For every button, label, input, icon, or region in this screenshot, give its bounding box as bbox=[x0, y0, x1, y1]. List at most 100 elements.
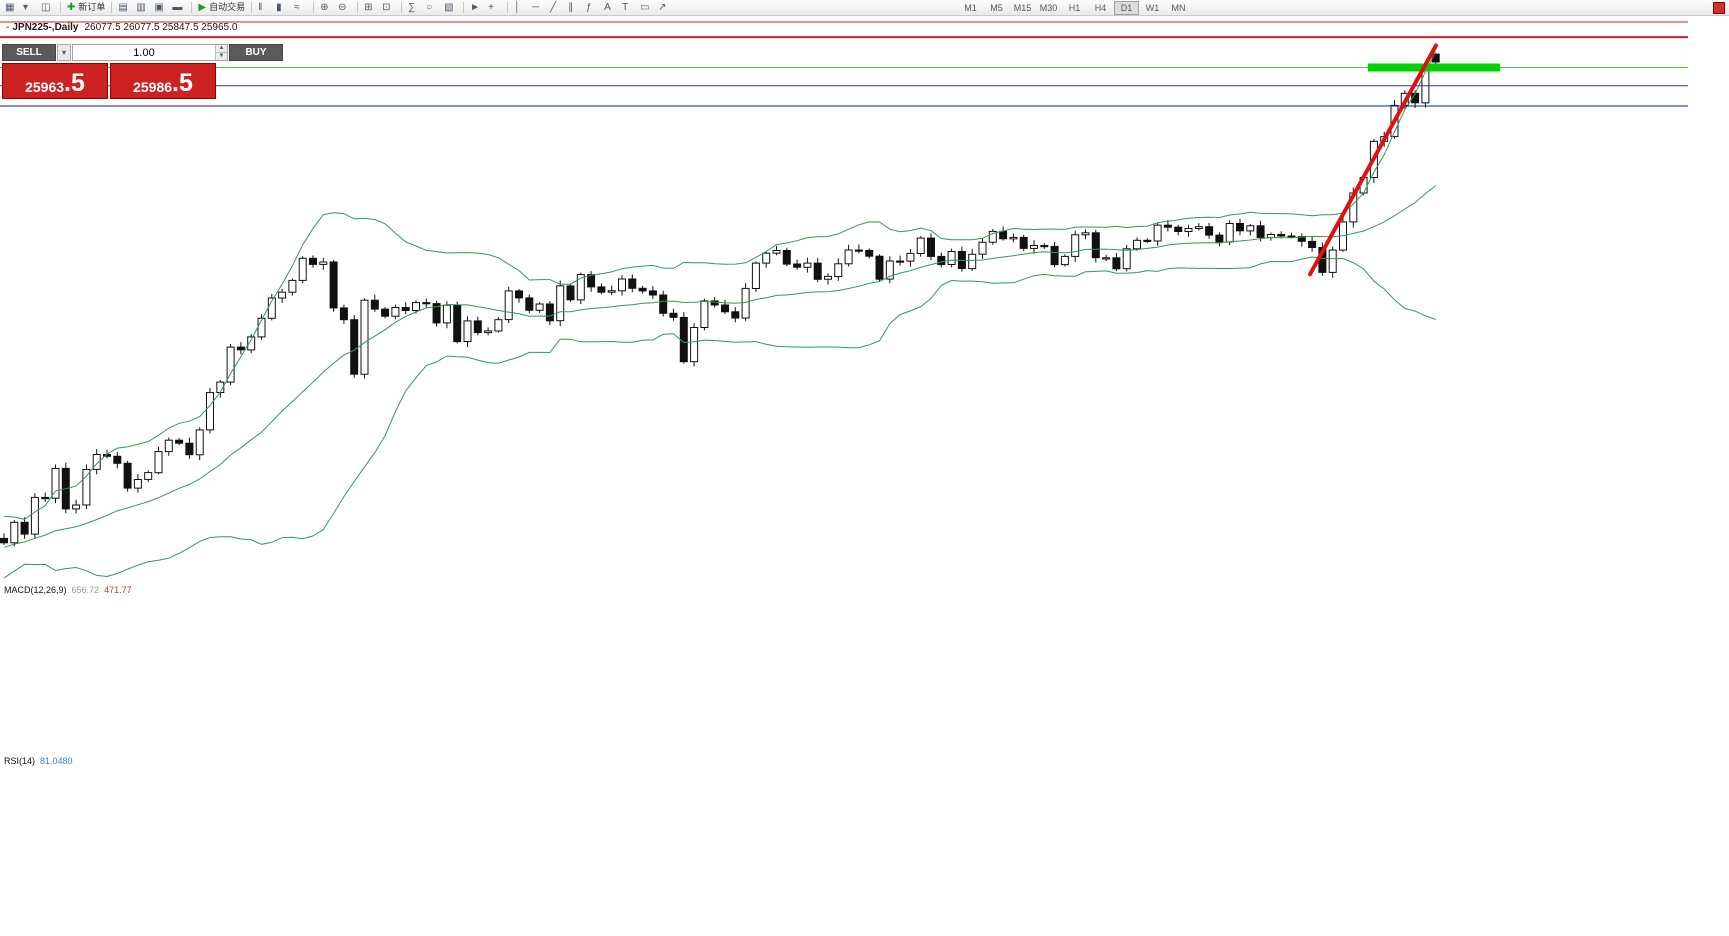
volume-up-icon[interactable]: ▲ bbox=[216, 45, 227, 53]
text-icon: A bbox=[604, 2, 611, 13]
timeframe-button-m1[interactable]: M1 bbox=[958, 1, 983, 15]
bar-chart-type-icon: ‖ bbox=[258, 2, 263, 13]
arrow-objects-icon[interactable]: ↗ bbox=[656, 1, 673, 15]
volume-input[interactable] bbox=[73, 45, 215, 60]
channel-icon: ∥ bbox=[568, 2, 574, 13]
zoom-out-icon: ⊖ bbox=[338, 2, 347, 13]
zoom-in-icon[interactable]: ⊕ bbox=[318, 1, 335, 15]
timeframe-button-mn[interactable]: MN bbox=[1166, 1, 1191, 15]
shapes-icon[interactable]: ▭ bbox=[638, 1, 655, 15]
ask-price-main: 25986 bbox=[133, 79, 173, 95]
rsi-indicator-label: RSI(14) 81.0480 bbox=[4, 756, 73, 766]
toolbar-separator bbox=[401, 2, 403, 13]
label-icon: T bbox=[622, 2, 629, 13]
tile-windows-icon[interactable]: ⊞ bbox=[362, 1, 379, 15]
trend-line[interactable] bbox=[1308, 43, 1438, 277]
macd-name: MACD(12,26,9) bbox=[4, 585, 67, 595]
timeframe-button-h4[interactable]: H4 bbox=[1088, 1, 1113, 15]
fibonacci-icon: ƒ bbox=[586, 2, 592, 13]
fibonacci-icon[interactable]: ƒ bbox=[584, 1, 601, 15]
terminal-icon: ▬ bbox=[172, 2, 183, 13]
navigator-icon: ▣ bbox=[154, 2, 164, 13]
autotrading-button[interactable]: ▶ 自动交易 bbox=[196, 1, 247, 15]
data-window-icon[interactable]: ▥ bbox=[134, 1, 151, 15]
channel-icon[interactable]: ∥ bbox=[566, 1, 583, 15]
ask-price-button[interactable]: 25986.5 bbox=[110, 63, 216, 99]
volume-down-icon[interactable]: ▼ bbox=[216, 53, 227, 60]
volume-dropdown-icon[interactable]: ▾ bbox=[57, 44, 71, 61]
symbol-name: JPN225-,Daily bbox=[12, 22, 79, 33]
new-order-button-label: 新订单 bbox=[78, 2, 106, 12]
toolbar-separator bbox=[357, 2, 359, 13]
zoom-out-icon[interactable]: ⊖ bbox=[336, 1, 353, 15]
trendline-icon: ╱ bbox=[550, 2, 557, 13]
cursor-icon: ► bbox=[470, 2, 481, 13]
buy-button[interactable]: BUY bbox=[229, 44, 283, 61]
bid-price-main: 25963 bbox=[25, 79, 65, 95]
profiles-icon[interactable]: ◫ bbox=[39, 1, 56, 15]
vertical-line-icon: │ bbox=[514, 2, 521, 13]
bid-price-button[interactable]: 25963.5 bbox=[2, 63, 108, 99]
cascade-windows-icon: ⊡ bbox=[382, 2, 391, 13]
templates-icon: ▧ bbox=[444, 2, 454, 13]
toolbar-separator bbox=[60, 2, 61, 13]
candlestick-chart-type-icon[interactable]: ▮ bbox=[274, 1, 291, 15]
timeframe-button-m15[interactable]: M15 bbox=[1010, 1, 1035, 15]
line-chart-type-icon[interactable]: ≈ bbox=[292, 1, 309, 15]
trendline-icon[interactable]: ╱ bbox=[548, 1, 565, 15]
templates-icon[interactable]: ▧ bbox=[442, 1, 459, 15]
toolbar-separator bbox=[191, 2, 193, 13]
profiles-icon: ◫ bbox=[41, 2, 51, 13]
line-chart-type-icon: ≈ bbox=[294, 2, 300, 13]
timeframe-toolbar: M1 M5 M15 M30 H1 H4 D1 W1 MN bbox=[958, 1, 1191, 15]
timeframe-button-m30[interactable]: M30 bbox=[1036, 1, 1061, 15]
main-toolbar: ▦ ▾ ◫ ✚ 新订单 ▤ ▥ ▣ ▬ ▶ 自动交易 ‖ ▮ ≈ ⊕ ⊖ ⊞ ⊡ ∑ ○ ▧ ► + │ ─ ╱ ∥ ƒ A T ▭ ↗ M1… bbox=[0, 0, 1729, 16]
ask-price-big-digit: .5 bbox=[172, 69, 193, 97]
text-icon[interactable]: A bbox=[602, 1, 619, 15]
chart-window bbox=[0, 16, 1729, 936]
horizontal-line-icon[interactable]: ─ bbox=[530, 1, 547, 15]
timeframe-button-w1[interactable]: W1 bbox=[1140, 1, 1165, 15]
arrow-objects-icon: ↗ bbox=[658, 2, 667, 13]
periods-icon[interactable]: ○ bbox=[424, 1, 441, 15]
bar-chart-type-icon[interactable]: ‖ bbox=[256, 1, 273, 15]
autotrading-button-label: 自动交易 bbox=[209, 2, 246, 12]
market-watch-icon[interactable]: ▤ bbox=[116, 1, 133, 15]
vertical-line-icon[interactable]: │ bbox=[512, 1, 529, 15]
navigator-icon[interactable]: ▣ bbox=[152, 1, 169, 15]
indicators-list-icon[interactable]: ∑ bbox=[406, 1, 423, 15]
toolbar-separator bbox=[507, 2, 509, 13]
cursor-icon[interactable]: ► bbox=[468, 1, 485, 15]
label-icon[interactable]: T bbox=[620, 1, 637, 15]
bid-price-big-digit: .5 bbox=[64, 69, 85, 97]
new-order-button: ✚ bbox=[67, 2, 76, 13]
volume-spinner: ▲ ▼ bbox=[215, 45, 227, 60]
charts-window-icon[interactable]: ▦ bbox=[3, 1, 20, 15]
cascade-windows-icon[interactable]: ⊡ bbox=[380, 1, 397, 15]
candlestick-chart-type-icon: ▮ bbox=[276, 2, 282, 13]
zoom-in-icon: ⊕ bbox=[320, 2, 329, 13]
data-window-icon: ▥ bbox=[136, 2, 146, 13]
ohlc-values: 26077.5 26077.5 25847.5 25965.0 bbox=[84, 22, 238, 33]
crosshair-icon[interactable]: + bbox=[486, 1, 503, 15]
macd-value-signal: 471.77 bbox=[104, 585, 132, 595]
turning-point-bar[interactable] bbox=[1368, 63, 1500, 72]
title-prefix: - bbox=[6, 22, 10, 33]
red-square-icon[interactable] bbox=[1713, 2, 1725, 14]
horizontal-line-icon: ─ bbox=[532, 2, 540, 13]
timeframe-button-d1[interactable]: D1 bbox=[1114, 1, 1139, 15]
new-order-button[interactable]: ✚ 新订单 bbox=[65, 1, 107, 15]
toolbar-separator bbox=[111, 2, 113, 13]
timeframe-button-m5[interactable]: M5 bbox=[984, 1, 1009, 15]
terminal-icon[interactable]: ▬ bbox=[170, 1, 187, 15]
candlestick-series bbox=[0, 53, 1440, 547]
timeframe-button-h1[interactable]: H1 bbox=[1062, 1, 1087, 15]
chart-dropdown-icon[interactable]: ▾ bbox=[21, 1, 38, 15]
sell-button[interactable]: SELL bbox=[2, 44, 56, 61]
macd-indicator-label: MACD(12,26,9) 656.72 471.77 bbox=[4, 585, 132, 595]
price-chart-canvas[interactable] bbox=[0, 16, 1729, 936]
one-click-trading-panel: SELL ▾ ▲ ▼ BUY 25963.5 25986.5 bbox=[2, 44, 283, 99]
rsi-value: 81.0480 bbox=[40, 756, 73, 766]
